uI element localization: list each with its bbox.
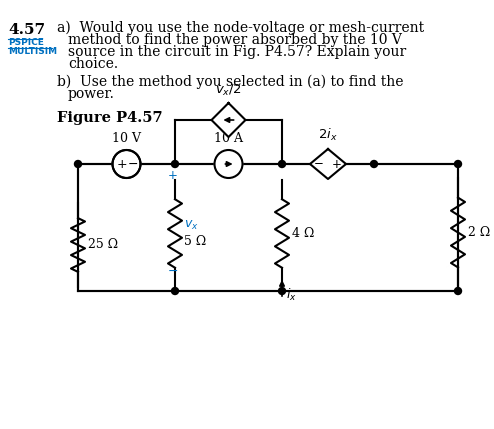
Circle shape (75, 160, 82, 167)
Text: source in the circuit in Fig. P4.57? Explain your: source in the circuit in Fig. P4.57? Exp… (68, 45, 406, 59)
Text: a)  Would you use the node-voltage or mesh-current: a) Would you use the node-voltage or mes… (57, 21, 424, 35)
Text: $v_x/2$: $v_x/2$ (215, 83, 242, 98)
Text: 4 Ω: 4 Ω (292, 227, 314, 240)
Text: $2i_x$: $2i_x$ (318, 127, 338, 143)
Circle shape (279, 287, 286, 294)
Text: method to find the power absorbed by the 10 V: method to find the power absorbed by the… (68, 33, 402, 47)
Circle shape (454, 287, 461, 294)
Text: −: − (127, 157, 138, 170)
Polygon shape (211, 103, 246, 137)
Text: 25 Ω: 25 Ω (88, 239, 118, 251)
Text: MULTISIM: MULTISIM (8, 47, 57, 56)
Text: 4.57: 4.57 (8, 23, 45, 37)
Text: $i_x$: $i_x$ (286, 287, 297, 303)
Circle shape (454, 160, 461, 167)
Text: −: − (314, 157, 324, 170)
Text: 5 Ω: 5 Ω (184, 235, 206, 248)
Text: Figure P4.57: Figure P4.57 (57, 111, 163, 125)
Text: 10 V: 10 V (112, 132, 141, 145)
Text: +: + (116, 157, 127, 170)
Circle shape (370, 160, 377, 167)
Bar (78, 164, 458, 291)
Text: 2 Ω: 2 Ω (468, 226, 490, 239)
Text: $v_x$: $v_x$ (184, 219, 199, 232)
Text: −: − (168, 265, 178, 278)
Text: b)  Use the method you selected in (a) to find the: b) Use the method you selected in (a) to… (57, 75, 404, 89)
Polygon shape (310, 149, 346, 179)
Circle shape (171, 160, 178, 167)
Text: choice.: choice. (68, 57, 118, 71)
Text: PSPICE: PSPICE (8, 38, 44, 47)
Circle shape (214, 150, 243, 178)
Text: +: + (168, 169, 178, 182)
Circle shape (113, 150, 140, 178)
Circle shape (279, 160, 286, 167)
Text: 10 A: 10 A (214, 132, 243, 145)
Circle shape (171, 287, 178, 294)
Text: +: + (332, 157, 342, 170)
Text: power.: power. (68, 87, 115, 101)
